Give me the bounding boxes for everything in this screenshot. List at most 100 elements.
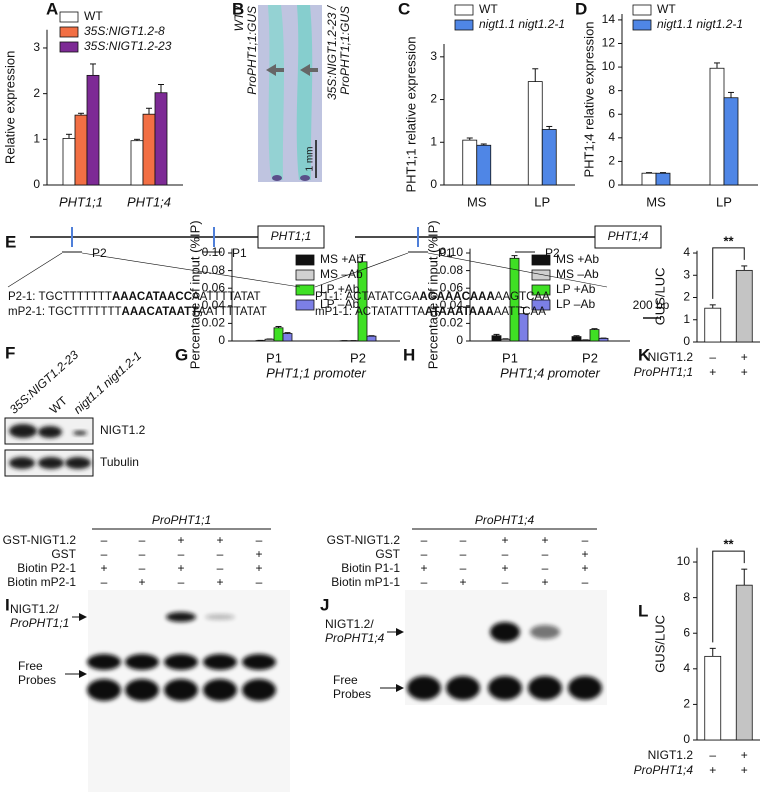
error-bar bbox=[158, 84, 164, 93]
y-tick-label: 1 bbox=[683, 312, 690, 326]
primer-label: P2 bbox=[92, 246, 107, 260]
error-bar bbox=[709, 647, 716, 657]
core-motif: AAACATAACC bbox=[112, 291, 192, 303]
free-probe-band bbox=[164, 654, 198, 670]
legend-swatch bbox=[295, 299, 315, 311]
sequence: mP2-1: TGCTTTTTTTAAACATAATTAATTTTATAT bbox=[8, 306, 267, 318]
legend-label: MS –Ab bbox=[556, 267, 599, 281]
error-bar bbox=[591, 328, 598, 330]
sequence: P1-1: ACTATATCGAAGAAACAAAAAGTCAA bbox=[315, 291, 550, 303]
x-tick-label: P2 bbox=[350, 350, 366, 365]
bar bbox=[142, 113, 156, 186]
photo-label: 35S:NIGT1.2-23 / bbox=[325, 4, 339, 100]
legend-label: MS +Ab bbox=[320, 252, 363, 266]
error-bar bbox=[275, 325, 282, 328]
primer-label: P1 bbox=[232, 246, 247, 260]
bar bbox=[735, 584, 753, 741]
band-label: ProPHT1;4 bbox=[325, 631, 385, 645]
y-tick-label: 4 bbox=[683, 245, 690, 259]
legend-label: LP +Ab bbox=[556, 282, 596, 296]
significance-label: ** bbox=[723, 537, 734, 552]
y-tick-label: 8 bbox=[683, 590, 690, 604]
panel-letter: K bbox=[638, 345, 651, 364]
gene-name: PHT1;1 bbox=[271, 229, 312, 243]
sequence: mP1-1: ACTATATTTAATAAATAAAAATTCAA bbox=[315, 306, 546, 318]
legend-label: 35S:NIGT1.2-8 bbox=[84, 24, 165, 38]
condition-value: – bbox=[101, 533, 108, 547]
y-axis-label: GUS/LUC bbox=[652, 615, 667, 673]
y-tick-label: 4 bbox=[683, 661, 690, 675]
free-probe-band bbox=[242, 654, 276, 670]
bar bbox=[86, 74, 100, 186]
legend-swatch bbox=[295, 254, 315, 266]
y-tick-label: 0.04 bbox=[440, 298, 464, 312]
bar bbox=[273, 327, 284, 342]
error-bar bbox=[741, 568, 748, 586]
emsa-title: ProPHT1;4 bbox=[475, 513, 535, 527]
bar bbox=[571, 336, 582, 342]
condition-value: + bbox=[741, 350, 748, 364]
bar bbox=[491, 335, 502, 342]
bar bbox=[589, 329, 600, 342]
condition-value: + bbox=[501, 533, 508, 547]
y-tick-label: 8 bbox=[608, 83, 615, 97]
bar bbox=[476, 144, 492, 186]
sequence-name: P2-1: bbox=[8, 291, 36, 303]
error-bar bbox=[660, 172, 666, 174]
y-tick-label: 1 bbox=[430, 134, 437, 148]
y-tick-label: 10 bbox=[677, 554, 691, 568]
y-tick-label: 0.10 bbox=[440, 245, 464, 259]
condition-name: Biotin P1-1 bbox=[341, 561, 400, 575]
y-tick-label: 0 bbox=[683, 334, 690, 348]
condition-value: – bbox=[502, 575, 509, 589]
root-tip bbox=[272, 175, 282, 181]
bar bbox=[500, 338, 511, 342]
y-tick-label: 2 bbox=[33, 86, 40, 100]
error-bar bbox=[134, 138, 140, 141]
free-probe-band bbox=[87, 654, 121, 670]
error-bar bbox=[284, 332, 291, 334]
free-probe-band bbox=[125, 679, 159, 701]
error-bar bbox=[146, 107, 152, 115]
condition-value: – bbox=[217, 547, 224, 561]
condition-value: – bbox=[256, 575, 263, 589]
legend-swatch bbox=[531, 254, 551, 266]
primer-label: P1 bbox=[438, 246, 453, 260]
zoom-line bbox=[314, 252, 409, 288]
free-label: Free bbox=[333, 673, 358, 687]
root bbox=[268, 5, 285, 180]
panel-letter: L bbox=[638, 601, 648, 620]
blot-band bbox=[9, 457, 35, 469]
x-tick-label: PHT1;1 bbox=[59, 194, 103, 209]
condition-value: + bbox=[177, 561, 184, 575]
y-tick-label: 3 bbox=[683, 267, 690, 281]
significance-label: ** bbox=[723, 233, 734, 248]
panel-letter: E bbox=[5, 232, 16, 251]
core-motif: AGAAACAAA bbox=[419, 291, 494, 303]
y-tick-label: 10 bbox=[602, 59, 616, 73]
condition-value: – bbox=[502, 547, 509, 561]
bar bbox=[641, 172, 657, 186]
y-tick-label: 2 bbox=[608, 154, 615, 168]
legend-label: MS –Ab bbox=[320, 267, 363, 281]
condition-value: + bbox=[216, 575, 223, 589]
y-tick-label: 0.06 bbox=[202, 280, 226, 294]
shifted-band bbox=[205, 614, 235, 620]
y-tick-label: 0.08 bbox=[440, 263, 464, 277]
condition-value: – bbox=[421, 547, 428, 561]
sequence-part: ACTATATCGA bbox=[346, 291, 420, 303]
free-probe-band bbox=[407, 676, 441, 700]
legend-label: WT bbox=[657, 2, 676, 16]
panel-letter: F bbox=[5, 343, 15, 362]
error-bar bbox=[90, 63, 96, 76]
condition-name: NIGT1.2 bbox=[648, 350, 694, 364]
legend-swatch bbox=[295, 284, 315, 296]
shifted-band bbox=[166, 612, 196, 622]
legend-swatch bbox=[632, 4, 652, 16]
legend-label: LP –Ab bbox=[320, 297, 359, 311]
sequence-name: mP2-1: bbox=[8, 306, 45, 318]
zoom-line bbox=[7, 252, 63, 288]
y-axis-label: Relative expression bbox=[2, 51, 17, 164]
legend-label: MS +Ab bbox=[556, 252, 599, 266]
